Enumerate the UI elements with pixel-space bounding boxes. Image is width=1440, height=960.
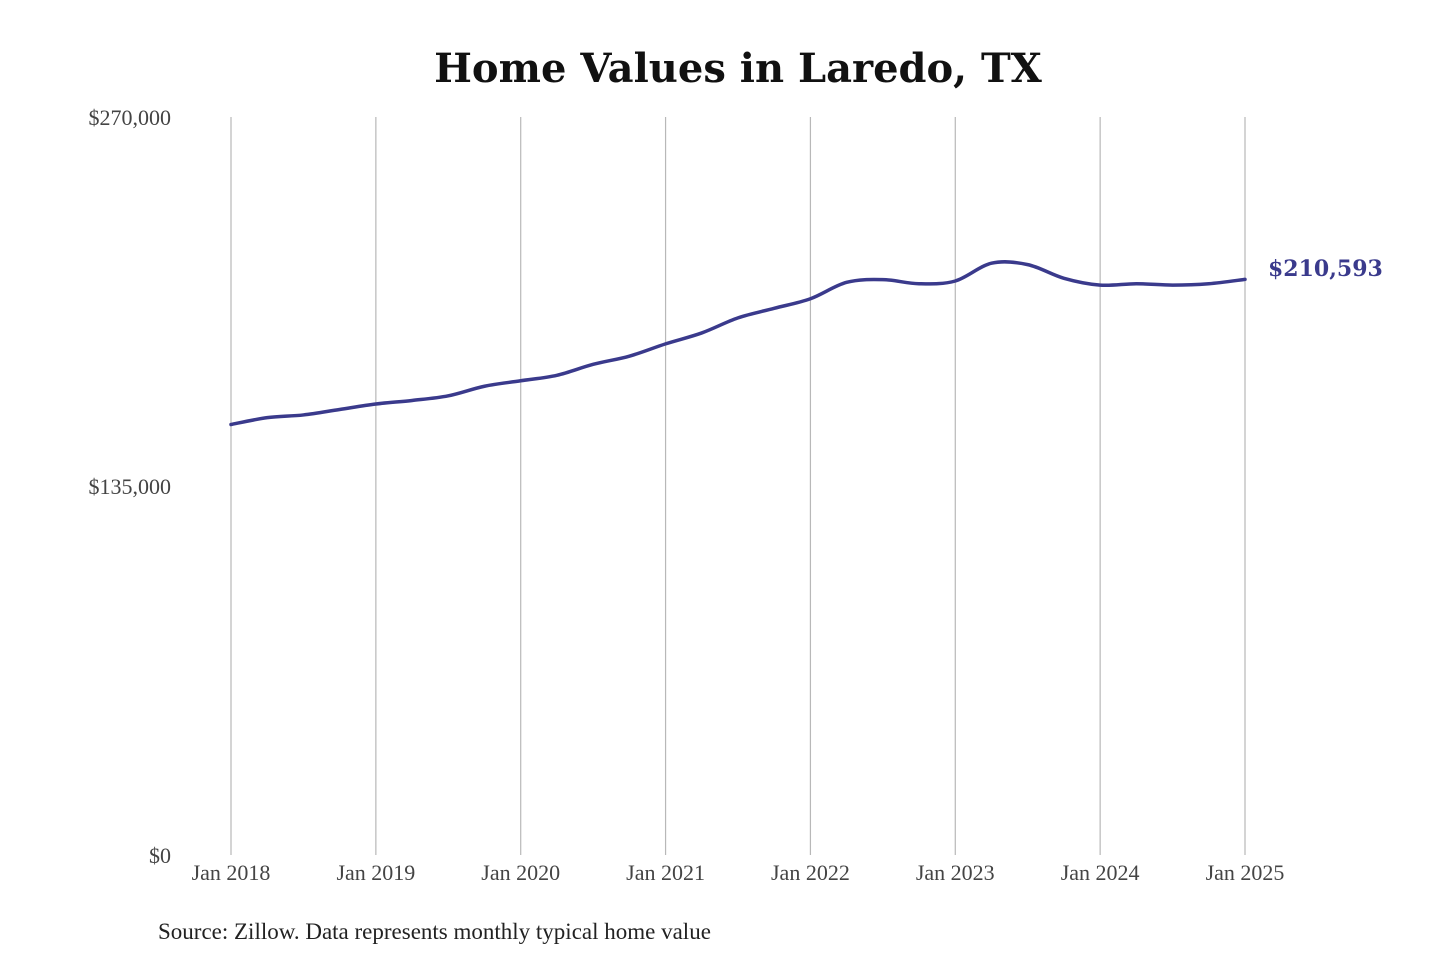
x-tick-label: Jan 2022 (771, 860, 850, 885)
x-tick-label: Jan 2025 (1206, 860, 1285, 885)
y-axis-tick-labels: $0 $135,000 $270,000 (89, 105, 172, 868)
chart-title: Home Values in Laredo, TX (434, 45, 1042, 92)
x-tick-label: Jan 2023 (916, 860, 995, 885)
x-tick-label: Jan 2020 (481, 860, 560, 885)
x-tick-label: Jan 2019 (336, 860, 415, 885)
home-value-series-line (229, 260, 1247, 427)
x-axis-tick-labels: Jan 2018 Jan 2019 Jan 2020 Jan 2021 Jan 2022… (192, 860, 1285, 885)
gridlines (230, 117, 1246, 855)
y-tick-label: $135,000 (89, 474, 172, 499)
x-tick-label: Jan 2018 (192, 860, 271, 885)
x-tick-label: Jan 2024 (1061, 860, 1140, 885)
end-value-label: $210,593 (1268, 256, 1383, 282)
x-tick-label: Jan 2021 (626, 860, 705, 885)
y-tick-label: $270,000 (89, 105, 172, 130)
y-tick-label: $0 (149, 843, 171, 868)
source-note: Source: Zillow. Data represents monthly … (158, 919, 711, 944)
series-group (229, 260, 1247, 427)
